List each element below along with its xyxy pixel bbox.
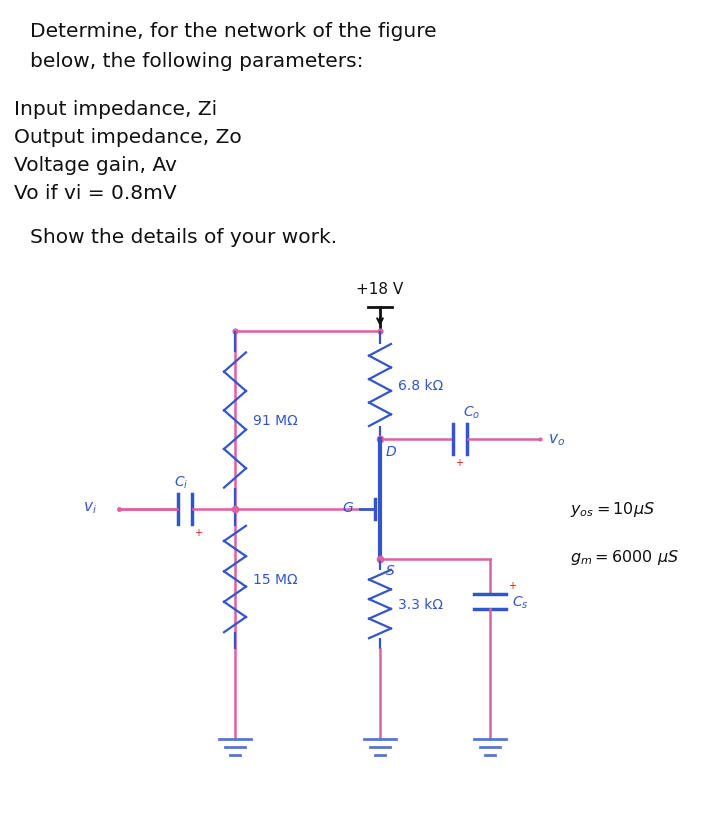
Text: 91 MΩ: 91 MΩ bbox=[253, 414, 298, 428]
Text: $C_o$: $C_o$ bbox=[463, 404, 480, 420]
Text: Output impedance, Zo: Output impedance, Zo bbox=[14, 128, 242, 147]
Text: $v_i$: $v_i$ bbox=[83, 500, 97, 515]
Text: +18 V: +18 V bbox=[356, 282, 404, 297]
Text: Show the details of your work.: Show the details of your work. bbox=[30, 227, 337, 246]
Text: $v_o$: $v_o$ bbox=[548, 432, 565, 447]
Text: +: + bbox=[455, 457, 463, 467]
Text: G: G bbox=[342, 500, 353, 514]
Text: S: S bbox=[386, 563, 395, 577]
Text: Determine, for the network of the figure: Determine, for the network of the figure bbox=[30, 22, 436, 41]
Text: Input impedance, Zi: Input impedance, Zi bbox=[14, 100, 217, 119]
Text: Vo if vi = 0.8mV: Vo if vi = 0.8mV bbox=[14, 184, 176, 203]
Text: Voltage gain, Av: Voltage gain, Av bbox=[14, 155, 177, 174]
Text: 15 MΩ: 15 MΩ bbox=[253, 572, 297, 586]
Text: D: D bbox=[386, 444, 397, 458]
Text: below, the following parameters:: below, the following parameters: bbox=[30, 52, 364, 71]
Text: $g_m = 6000\ \mu S$: $g_m = 6000\ \mu S$ bbox=[570, 547, 679, 566]
Text: 6.8 kΩ: 6.8 kΩ bbox=[398, 379, 444, 393]
Text: $C_s$: $C_s$ bbox=[512, 594, 528, 610]
Text: 3.3 kΩ: 3.3 kΩ bbox=[398, 597, 443, 611]
Text: +: + bbox=[194, 528, 202, 538]
Text: $y_{os} = 10\mu S$: $y_{os} = 10\mu S$ bbox=[570, 500, 655, 519]
Text: $C_i$: $C_i$ bbox=[174, 474, 188, 490]
Text: +: + bbox=[508, 581, 516, 590]
